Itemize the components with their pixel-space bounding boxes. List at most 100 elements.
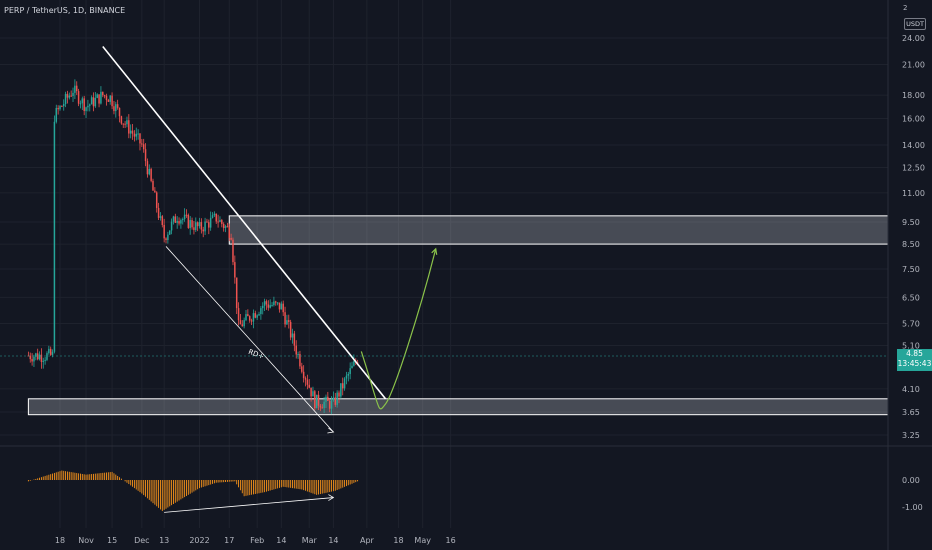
bar-countdown: 13:45:43 — [897, 359, 932, 368]
candle-body — [228, 226, 231, 238]
candle-body — [55, 107, 58, 122]
y-tick-label: 16.00 — [902, 115, 925, 124]
candle-body — [301, 366, 303, 372]
candle-body — [204, 221, 206, 232]
candle-body — [206, 221, 208, 223]
y-tick-label: 24.00 — [902, 34, 925, 43]
candle-body — [62, 104, 65, 107]
candle-body — [295, 345, 297, 355]
candle-body — [284, 312, 286, 325]
candle-body — [113, 106, 115, 112]
candle-body — [74, 85, 76, 93]
candle-body — [57, 107, 59, 110]
candle-body — [289, 321, 292, 338]
candle-body — [183, 214, 186, 220]
candle-body — [297, 353, 299, 355]
x-tick-label: 13 — [159, 536, 169, 545]
x-tick-label: 17 — [224, 536, 234, 545]
candle-body — [126, 120, 128, 125]
candle-body — [349, 368, 351, 374]
candle-body — [252, 313, 255, 322]
oscillator-histogram — [27, 470, 359, 513]
candle-body — [269, 305, 271, 308]
candle-body — [319, 405, 322, 408]
candle-body — [304, 378, 307, 380]
candle-body — [260, 308, 262, 315]
candle-body — [302, 371, 305, 379]
arrow-head — [327, 427, 335, 434]
candle-body — [94, 97, 97, 107]
candle-body — [208, 222, 210, 228]
candle-body — [165, 238, 167, 241]
candle-body — [139, 133, 141, 144]
candle-body — [159, 216, 162, 218]
candle-body — [111, 95, 113, 107]
projection-arrow-head — [431, 247, 438, 255]
candle-body — [191, 220, 193, 228]
x-tick-label: Dec — [134, 536, 149, 545]
candle-body — [90, 97, 93, 105]
grid-lines — [0, 0, 888, 528]
candle-body — [40, 354, 43, 362]
candle-body — [241, 324, 244, 327]
candle-body — [256, 315, 258, 318]
candle-body — [172, 216, 175, 222]
x-tick-label: Nov — [78, 536, 94, 545]
candle-body — [267, 304, 270, 308]
candle-body — [250, 320, 253, 322]
projection-curve — [360, 248, 437, 410]
candle-body — [291, 333, 294, 338]
candle-body — [51, 351, 54, 355]
candle-body — [293, 333, 296, 346]
candle-body — [150, 168, 152, 181]
candle-body — [31, 359, 33, 362]
candle-body — [271, 305, 273, 307]
x-tick-label: 14 — [328, 536, 338, 545]
x-tick-label: May — [414, 536, 431, 545]
x-tick-label: 18 — [393, 536, 403, 545]
candle-body — [137, 133, 139, 135]
price-zone — [228, 215, 889, 245]
candle-body — [275, 301, 277, 303]
candle-body — [215, 213, 217, 222]
chart-header: PERP / TetherUS, 1D, BINANCE — [4, 6, 126, 15]
candle-body — [152, 180, 154, 191]
candle-body — [325, 396, 327, 402]
candle-body — [209, 217, 212, 228]
x-tick-label: 14 — [276, 536, 286, 545]
candle-body — [327, 396, 329, 401]
candle-body — [258, 314, 260, 316]
candle-body — [347, 373, 350, 376]
candle-body — [196, 222, 199, 227]
currency-unit-badge[interactable]: USDT — [904, 18, 926, 30]
candle-body — [49, 348, 52, 355]
candle-body — [68, 95, 71, 98]
candle-body — [273, 301, 275, 306]
y-tick-label: 21.00 — [902, 61, 925, 70]
last-price-value: 4.85 — [906, 349, 923, 358]
candle-body — [193, 227, 195, 231]
candle-body — [317, 394, 320, 406]
candle-body — [167, 234, 169, 241]
candle-body — [263, 301, 266, 306]
candle-body — [107, 100, 110, 102]
candle-body — [336, 392, 338, 405]
candle-body — [248, 316, 251, 321]
y-tick-label: 5.10 — [902, 342, 920, 351]
candle-body — [87, 105, 89, 108]
candle-body — [46, 353, 48, 360]
candle-body — [128, 120, 130, 134]
candle-body — [299, 353, 301, 367]
candle-body — [178, 221, 180, 224]
trendlines: RD+ — [102, 45, 438, 434]
candle-body — [155, 192, 158, 208]
candle-body — [116, 104, 119, 108]
candle-body — [38, 354, 41, 360]
candle-body — [224, 226, 227, 228]
candle-body — [131, 130, 134, 134]
candle-body — [148, 168, 151, 175]
candle-body — [235, 277, 238, 309]
divergence-line — [164, 497, 334, 513]
y-tick-label: 11.00 — [902, 189, 925, 198]
